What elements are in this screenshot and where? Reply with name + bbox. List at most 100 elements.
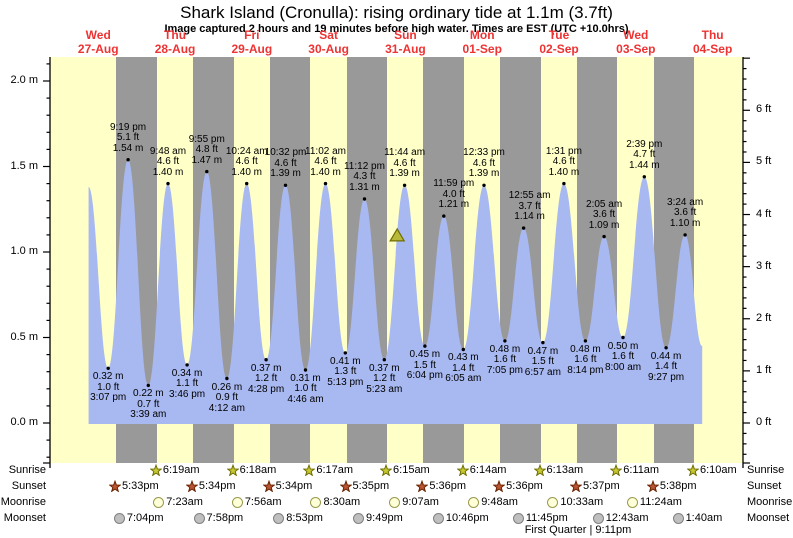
tide-value: 0.43 m — [448, 352, 479, 364]
star-icon — [149, 464, 162, 476]
sunrise-time-text: 6:13am — [546, 464, 584, 476]
high-tide-annotation: 3:24 am 3.6 ft 1.10 m — [643, 197, 727, 230]
moonset-label-left: Moonset — [3, 512, 46, 524]
moonset-time: 10:46pm — [432, 511, 489, 525]
tide-value: 4.6 ft — [235, 156, 258, 168]
tide-value: 1.5 ft — [531, 356, 554, 368]
moonset-time-text: 10:46pm — [445, 512, 489, 524]
low-tide-annotation: 0.41 m 1.3 ft 5:13 pm — [303, 355, 387, 389]
tide-value: 1.39 m — [468, 168, 500, 180]
tide-value: 9:27 pm — [648, 371, 685, 383]
star-icon — [380, 464, 393, 476]
tide-value: 0.41 m — [330, 355, 361, 367]
high-tide-annotation: 10:32 pm 4.6 ft 1.39 m — [244, 148, 328, 180]
sunrise-row: Sunrise Sunrise 6:19am 6:18am 6:17am 6:15am 6:… — [0, 463, 793, 479]
y-axis-label-m: 2.0 m — [10, 74, 38, 86]
sunset-time-text: 5:34pm — [275, 480, 313, 492]
tide-value: 1.39 m — [270, 168, 301, 180]
moonset-icon — [512, 512, 524, 524]
sunrise-time-text: 6:14am — [469, 464, 507, 476]
day-date: 03-Sep — [616, 42, 656, 56]
y-axis-label-ft: 4 ft — [756, 207, 772, 220]
moonrise-time-text: 8:30am — [323, 496, 361, 508]
moonrise-time: 11:24am — [626, 495, 682, 509]
moonset-icon — [193, 512, 205, 524]
y-axis-label-ft: 1 ft — [756, 363, 772, 376]
tide-value: 3.6 ft — [592, 209, 616, 221]
high-tide-annotation: 11:12 pm 4.3 ft 1.31 m — [322, 161, 406, 194]
day-label: Sat 30-Aug — [291, 28, 367, 56]
sunset-time-text: 5:37pm — [583, 480, 620, 492]
moonset-time-text: 7:58pm — [206, 512, 244, 524]
tide-value: 1.3 ft — [334, 366, 357, 378]
moonrise-icon — [231, 496, 243, 508]
tide-value: 0.50 m — [607, 340, 639, 352]
day-date: 31-Aug — [385, 42, 426, 56]
high-tide-annotation: 2:05 am 3.6 ft 1.09 m — [562, 199, 646, 232]
moonset-icon — [672, 512, 684, 524]
day-name: Tue — [548, 28, 570, 42]
low-tide-annotation: 0.22 m 0.7 ft 3:39 am — [106, 389, 190, 421]
day-date: 02-Sep — [539, 42, 579, 56]
moonset-time: 12:43am — [592, 511, 649, 525]
moonset-time-text: 7:04pm — [126, 512, 164, 524]
sunset-label-right: Sunset — [747, 480, 782, 492]
day-name: Mon — [469, 28, 495, 42]
high-tide-annotation: 12:55 am 3.7 ft 1.14 m — [488, 190, 572, 223]
tide-value: 0.48 m — [489, 343, 521, 355]
star-icon — [686, 464, 699, 476]
high-tide-annotation: 2:39 pm 4.7 ft 1.44 m — [602, 139, 686, 172]
day-name: Fri — [244, 28, 260, 42]
moonset-time: 9:49pm — [353, 511, 403, 525]
star-icon — [185, 480, 198, 492]
sunset-time: 5:34pm — [185, 479, 236, 493]
page-title: Shark Island (Cronulla): rising ordinary… — [180, 3, 613, 22]
tide-value: 7:05 pm — [486, 364, 523, 376]
tide-value: 3:39 am — [130, 409, 167, 421]
sunrise-time-text: 6:18am — [239, 464, 277, 476]
tide-value: 3.6 ft — [673, 207, 697, 219]
sunset-time: 5:35pm — [339, 479, 389, 493]
tide-value: 12:33 pm — [463, 147, 505, 159]
night-band — [653, 57, 694, 463]
moonrise-icon — [547, 496, 559, 508]
tide-value: 1.54 m — [112, 142, 144, 154]
sunrise-time: 6:13am — [533, 463, 584, 477]
tide-value: 1.40 m — [310, 166, 341, 178]
night-band — [577, 57, 618, 463]
y-axis-label-m: 1.0 m — [10, 245, 38, 257]
high-tide-annotation: 11:44 am 4.6 ft 1.39 m — [363, 148, 447, 180]
day-name: Sat — [319, 28, 338, 42]
day-label: Mon 01-Sep — [444, 28, 520, 56]
high-tide-annotation: 11:02 am 4.6 ft 1.40 m — [284, 146, 368, 179]
tide-value: 0.32 m — [92, 371, 124, 383]
tide-value: 0.48 m — [570, 343, 601, 355]
moonset-time: 1:40am — [672, 511, 722, 525]
tide-value: 1.21 m — [438, 199, 470, 211]
tide-value: 9:55 pm — [188, 133, 225, 145]
tide-value: 5:23 am — [366, 383, 403, 395]
high-tide-annotation: 12:33 pm 4.6 ft 1.39 m — [442, 148, 526, 180]
tide-value: 1.47 m — [191, 154, 223, 166]
sunset-time: 5:38pm — [646, 479, 697, 493]
sunrise-time-text: 6:15am — [393, 464, 430, 476]
low-tide-annotation: 0.44 m 1.4 ft 9:27 pm — [624, 351, 708, 384]
tide-value: 4.6 ft — [314, 156, 337, 168]
day-label: Tue 02-Sep — [521, 28, 597, 56]
day-date: 27-Aug — [77, 42, 119, 56]
y-axis-label-m: 0.0 m — [10, 416, 38, 428]
day-name: Thu — [164, 28, 187, 42]
sunrise-time: 6:11am — [610, 463, 659, 477]
high-tide-annotation: 11:59 pm 4.0 ft 1.21 m — [412, 178, 496, 211]
high-tide-annotation: 9:48 am 4.6 ft 1.40 m — [126, 146, 210, 179]
tide-value: 1.6 ft — [611, 351, 635, 362]
tide-value: 1.2 ft — [373, 373, 396, 385]
sunset-time: 5:34pm — [262, 479, 313, 493]
tide-value: 4.6 ft — [393, 157, 416, 169]
low-tide-annotation: 0.34 m 1.1 ft 3:46 pm — [145, 368, 229, 401]
sunrise-time: 6:19am — [149, 463, 200, 477]
tide-value: 11:59 pm — [433, 178, 475, 190]
star-icon — [533, 464, 546, 476]
night-band — [346, 57, 388, 463]
moonrise-time: 9:07am — [389, 495, 439, 509]
